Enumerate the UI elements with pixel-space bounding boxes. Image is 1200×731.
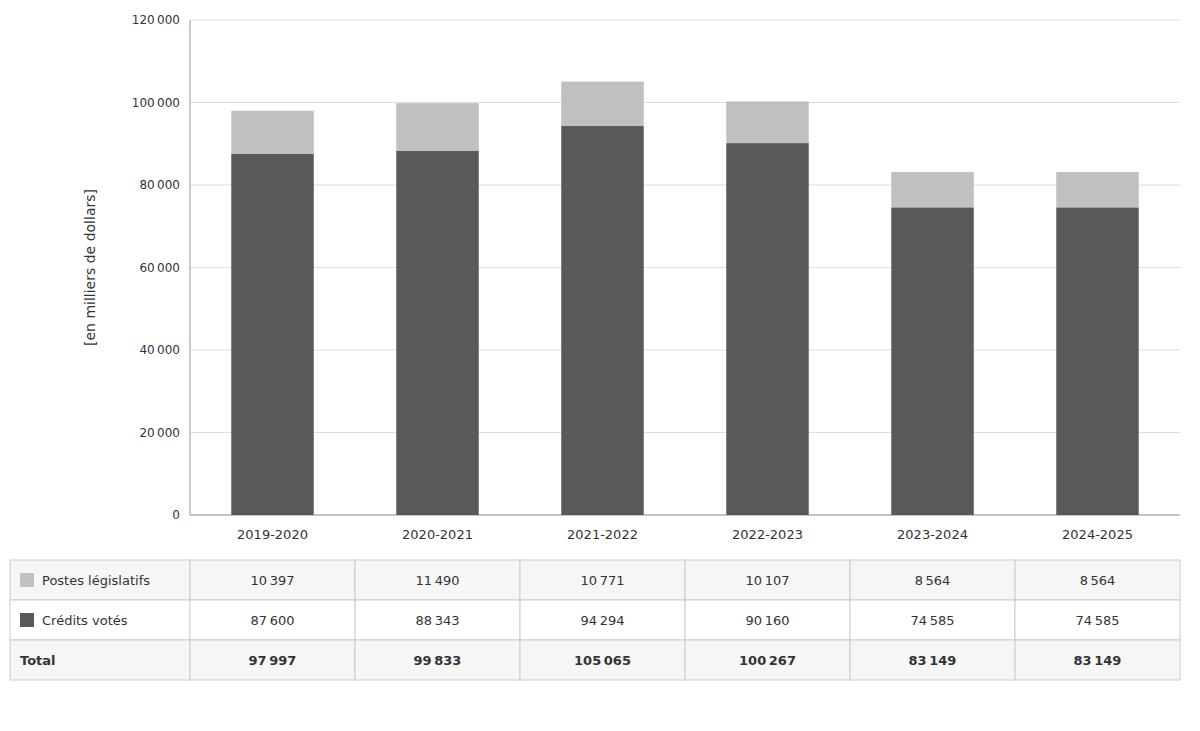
table-cell [685,640,850,680]
table-value: 99 833 [414,653,462,668]
bar-segment [396,103,479,150]
table-value: 10 771 [581,573,625,588]
y-tick-label: 20 000 [139,426,180,440]
grid-line [190,20,1180,21]
table-value: 10 397 [251,573,295,588]
table-value: 8 564 [915,573,951,588]
y-axis-label: [en milliers de dollars] [82,189,98,346]
table-cell [850,560,1015,600]
x-tick-label: 2019-2020 [237,527,308,542]
grid-line [190,185,1180,186]
table-label-cell [10,600,190,640]
table-cell [520,640,685,680]
y-tick-label: 40 000 [139,343,180,357]
grid-line [190,350,1180,351]
table-cell [355,600,520,640]
grid-line [190,102,1180,103]
y-tick-label: 100 000 [132,96,180,110]
grid-line [190,432,1180,433]
grid-line [190,515,1180,516]
y-tick-label: 80 000 [139,178,180,192]
data-table: Postes législatifs 10 397 11 490 10 771 10 1… [10,560,1180,680]
table-value: 97 997 [249,653,297,668]
table-value: 87 600 [251,613,295,628]
table-cell [685,560,850,600]
legend-swatch [20,573,34,587]
table-row-label: Crédits votés [42,613,128,628]
table-value: 100 267 [739,653,796,668]
x-tick-label: 2020-2021 [402,527,473,542]
table-value: 90 160 [746,613,790,628]
x-tick-label: 2021-2022 [567,527,638,542]
table-cell [355,560,520,600]
grid [190,20,1180,515]
table-cell [1015,600,1180,640]
x-tick-label: 2024-2025 [1062,527,1133,542]
table-label-cell [10,640,190,680]
bar-segment [891,172,974,207]
table-value: 94 294 [581,613,625,628]
table-cell [190,600,355,640]
table-cell [355,640,520,680]
bar-segment [726,143,809,515]
x-tick-label: 2022-2023 [732,527,803,542]
table-value: 74 585 [911,613,955,628]
y-tick-label: 120 000 [132,13,180,27]
table-row-label: Total [20,653,56,668]
y-axis: 0 20 000 40 000 60 000 80 000 100 000 120 000 [132,13,1180,522]
table-value: 8 564 [1080,573,1116,588]
legend-swatch [20,613,34,627]
table-cell [190,560,355,600]
table-cell [1015,560,1180,600]
bars [231,82,1139,515]
table-cell [850,600,1015,640]
bar-segment [1056,172,1139,207]
table-value: 74 585 [1076,613,1120,628]
table-value: 88 343 [416,613,460,628]
table-cell [190,640,355,680]
table-label-cell [10,560,190,600]
table-cell [685,600,850,640]
x-axis: 2019-2020 2020-2021 2021-2022 2022-2023 2023… [237,527,1133,542]
table-cell [520,560,685,600]
table-value: 83 149 [1074,653,1122,668]
table-value: 11 490 [416,573,460,588]
bar-segment [726,101,809,143]
bar-segment [396,151,479,515]
bar-segment [561,126,644,515]
table-cell [850,640,1015,680]
y-axis-line [190,20,191,515]
chart: 0 20 000 40 000 60 000 80 000 100 000 120 000 [… [0,0,1200,731]
x-tick-label: 2023-2024 [897,527,968,542]
bar-segment [561,82,644,126]
bar-segment [231,111,314,154]
table-cell [1015,640,1180,680]
grid-line [190,267,1180,268]
bar-segment [1056,207,1139,515]
bar-segment [231,154,314,515]
y-tick-label: 60 000 [139,261,180,275]
table-value: 105 065 [574,653,631,668]
x-axis-line [190,515,1180,516]
table-cell [520,600,685,640]
y-tick-label: 0 [172,508,180,522]
table-row-label: Postes législatifs [42,573,150,588]
bar-segment [891,207,974,515]
table-value: 10 107 [746,573,790,588]
table-value: 83 149 [909,653,957,668]
